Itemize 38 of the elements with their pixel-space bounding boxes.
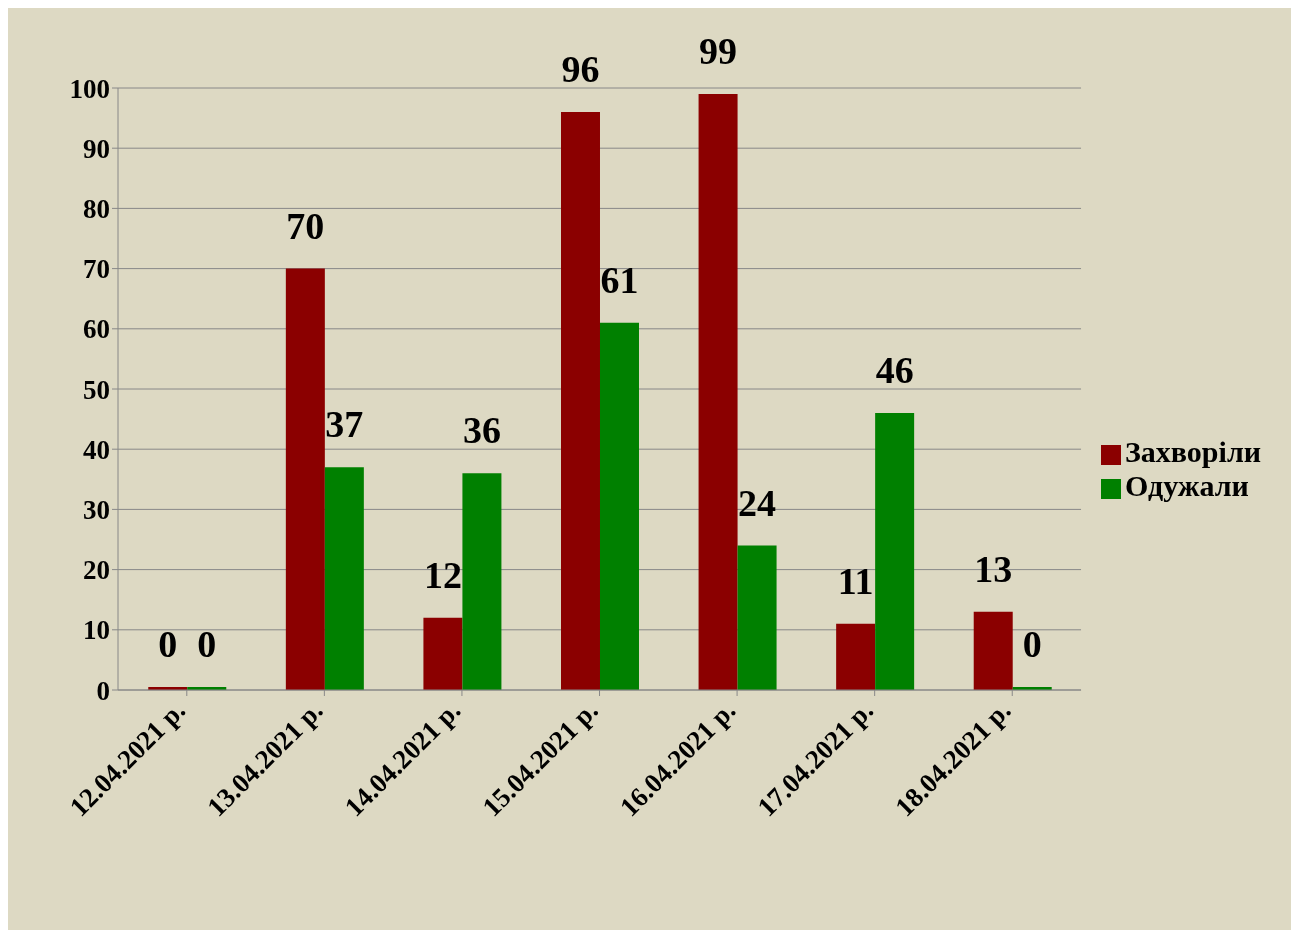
data-label: 0	[197, 623, 217, 665]
legend-label: Захворіли	[1125, 435, 1261, 468]
data-label: 70	[286, 204, 325, 247]
y-tick-label: 50	[83, 374, 110, 405]
data-label: 0	[1022, 623, 1042, 665]
y-tick-label: 30	[83, 494, 110, 525]
data-label: 0	[158, 623, 178, 665]
bar	[875, 413, 915, 690]
data-label: 96	[561, 48, 600, 91]
data-label: 13	[974, 547, 1013, 590]
y-tick-label: 40	[83, 434, 110, 465]
y-tick-label: 60	[83, 314, 110, 345]
bar	[560, 112, 600, 690]
legend-label: Одужали	[1125, 469, 1249, 502]
y-tick-label: 100	[69, 73, 110, 104]
data-label: 61	[600, 258, 639, 301]
data-label: 99	[699, 30, 738, 73]
y-tick-label: 0	[96, 675, 110, 706]
y-tick-label: 80	[83, 193, 110, 224]
bar	[698, 94, 738, 690]
data-label: 24	[738, 481, 777, 524]
bar	[324, 467, 364, 690]
bar	[285, 268, 325, 690]
bar	[599, 322, 639, 690]
data-label: 11	[837, 559, 874, 602]
bar	[973, 611, 1013, 690]
y-tick-label: 10	[83, 615, 110, 646]
data-label: 46	[875, 349, 914, 392]
bar	[462, 473, 502, 690]
bar	[737, 545, 777, 690]
data-label: 12	[423, 553, 462, 596]
y-tick-label: 90	[83, 133, 110, 164]
data-label: 36	[462, 409, 501, 452]
bar	[423, 617, 463, 690]
bar	[836, 623, 876, 690]
y-tick-label: 70	[83, 254, 110, 285]
y-tick-label: 20	[83, 555, 110, 586]
data-label: 37	[325, 403, 364, 446]
